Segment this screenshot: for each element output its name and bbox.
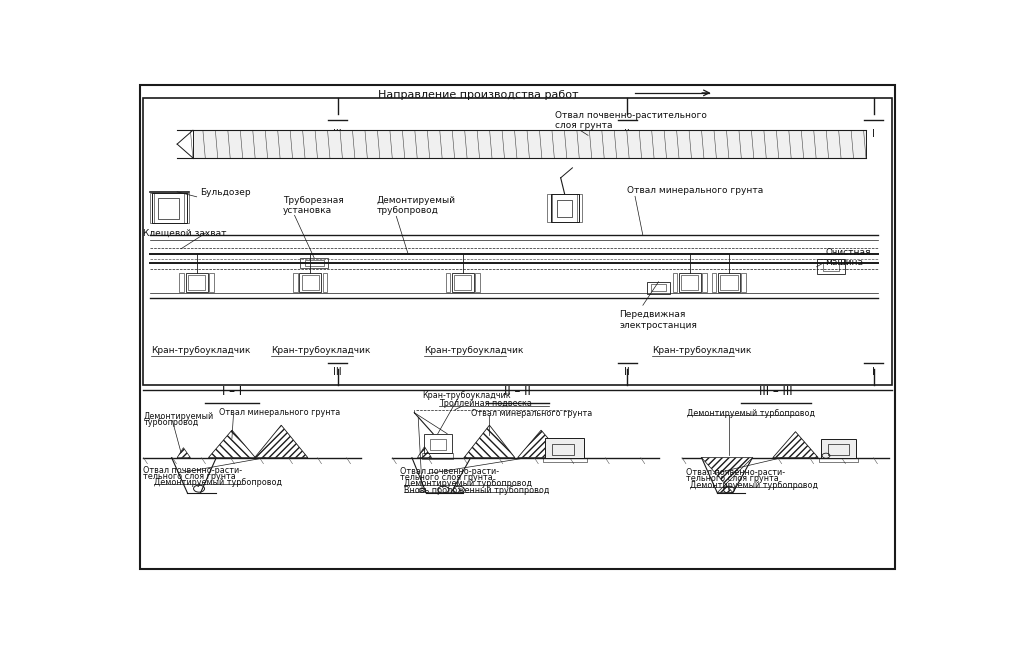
Text: тельного слоя грунта: тельного слоя грунта — [686, 474, 779, 483]
Text: Отвал почвенно-расти-: Отвал почвенно-расти- — [400, 467, 499, 476]
Bar — [577, 194, 582, 222]
Bar — [828, 444, 848, 455]
Text: Клещевой захват: Клещевой захват — [143, 228, 227, 238]
Text: II – II: II – II — [504, 385, 531, 398]
Polygon shape — [773, 432, 818, 458]
Text: Отвал минерального грунта: Отвал минерального грунта — [471, 410, 592, 418]
Text: Передвижная
электростанция: Передвижная электростанция — [619, 310, 697, 330]
Bar — [741, 273, 746, 292]
Text: Вновь проложенный трубопровод: Вновь проложенный трубопровод — [404, 486, 549, 495]
Bar — [422, 453, 453, 459]
Bar — [143, 98, 892, 386]
Bar — [149, 193, 155, 223]
Polygon shape — [417, 447, 431, 458]
Bar — [545, 437, 584, 458]
Bar — [323, 273, 327, 292]
Bar — [188, 275, 205, 290]
Text: тельного слоя грунта: тельного слоя грунта — [143, 472, 236, 481]
Bar — [646, 282, 671, 294]
Text: Демонтируемый турбопровод: Демонтируемый турбопровод — [404, 479, 532, 488]
Text: Кран-трубоукладчик: Кран-трубоукладчик — [424, 346, 523, 355]
Text: II: II — [624, 129, 630, 140]
Bar — [445, 273, 450, 292]
Text: Демонтируемый турбопровод: Демонтируемый турбопровод — [690, 481, 818, 489]
Text: Демонтируемый: Демонтируемый — [143, 412, 214, 421]
Bar — [651, 284, 666, 291]
Text: II: II — [624, 367, 630, 376]
Bar — [293, 273, 298, 292]
Text: тельного слоя грунта: тельного слоя грунта — [400, 473, 493, 482]
Polygon shape — [255, 425, 308, 458]
Bar — [821, 439, 855, 458]
Bar — [454, 275, 472, 290]
Bar — [819, 458, 858, 461]
Bar — [153, 193, 187, 223]
Text: III – III: III – III — [760, 385, 793, 398]
Bar — [451, 273, 474, 292]
Bar — [300, 258, 328, 268]
Text: Кран-трубоукладчик: Кран-трубоукладчик — [271, 346, 371, 355]
Text: Кран-трубоукладчик: Кран-трубоукладчик — [652, 346, 751, 355]
Text: Отвал почвенно-расти-: Отвал почвенно-расти- — [686, 468, 785, 477]
Bar — [184, 193, 189, 223]
Bar — [681, 275, 699, 290]
Bar — [542, 458, 587, 461]
Bar — [209, 273, 214, 292]
Bar — [550, 194, 579, 222]
Text: Бульдозер: Бульдозер — [201, 188, 251, 197]
Bar — [557, 200, 573, 217]
Text: III: III — [333, 367, 342, 376]
Bar — [718, 273, 740, 292]
Bar — [673, 273, 678, 292]
Bar — [720, 275, 737, 290]
Polygon shape — [177, 448, 191, 458]
Text: Демонтируемый
трубопровод: Демонтируемый трубопровод — [377, 195, 456, 215]
Text: Отвал минерального грунта: Отвал минерального грунта — [627, 186, 764, 195]
Text: Отвал минерального грунта: Отвал минерального грунта — [218, 408, 339, 417]
Bar — [547, 194, 552, 222]
Text: Очистная
машина: Очистная машина — [825, 248, 871, 267]
Bar — [552, 444, 574, 455]
Polygon shape — [464, 425, 515, 458]
Bar — [186, 273, 208, 292]
Polygon shape — [517, 430, 565, 458]
Text: I – I: I – I — [222, 385, 242, 398]
Text: I: I — [873, 129, 876, 140]
Bar — [712, 273, 716, 292]
Text: Труборезная
установка: Труборезная установка — [283, 195, 343, 215]
Text: Демонтируемый турбопровод: Демонтируемый турбопровод — [687, 410, 815, 418]
Bar — [430, 439, 445, 450]
Polygon shape — [208, 430, 256, 458]
Text: Отвал почвенно-растительного
слоя грунта: Отвал почвенно-растительного слоя грунта — [556, 111, 707, 130]
Polygon shape — [702, 458, 752, 493]
Bar — [424, 434, 451, 453]
Bar — [817, 260, 844, 275]
Bar — [302, 275, 319, 290]
Text: Кран-трубоукладчик: Кран-трубоукладчик — [152, 346, 250, 355]
Bar — [702, 273, 707, 292]
Text: турбопровод: турбопровод — [143, 418, 199, 427]
Bar — [193, 130, 866, 158]
Text: I: I — [873, 367, 876, 376]
Bar — [305, 260, 323, 266]
Text: Троллейная подвеска: Троллейная подвеска — [439, 399, 532, 408]
Bar — [180, 273, 184, 292]
Bar — [823, 263, 838, 271]
Bar — [679, 273, 701, 292]
Bar — [159, 198, 179, 219]
Text: Отвал почвенно-расти-: Отвал почвенно-расти- — [143, 466, 242, 475]
Text: Кран-трубоукладчик: Кран-трубоукладчик — [422, 391, 511, 400]
Bar — [476, 273, 480, 292]
Bar — [299, 273, 321, 292]
Text: III: III — [333, 129, 342, 140]
Text: Демонтируемый турбопровод: Демонтируемый турбопровод — [154, 478, 282, 487]
Text: Направление производства работ: Направление производства работ — [378, 90, 579, 101]
